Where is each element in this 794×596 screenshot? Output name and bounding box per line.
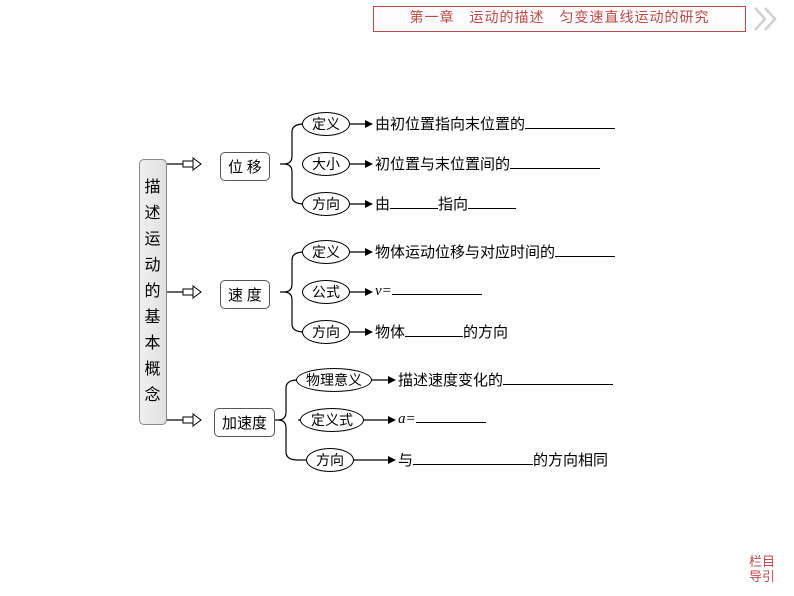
leaf-text-velocity-1: v=: [375, 281, 482, 300]
leaf-text-displacement-0: 由初位置指向末位置的: [375, 113, 615, 134]
leaf-text-velocity-0: 物体运动位移与对应时间的: [375, 241, 615, 262]
category-box-velocity: 速 度: [220, 280, 270, 309]
leaf-oval-acceleration-0: 物理意义: [296, 368, 372, 392]
category-box-displacement: 位 移: [220, 152, 270, 181]
leaf-oval-velocity-2: 方向: [302, 320, 350, 344]
leaf-text-velocity-2: 物体的方向: [375, 321, 508, 342]
category-box-acceleration: 加速度: [214, 408, 275, 437]
leaf-oval-acceleration-2: 方向: [306, 448, 354, 472]
leaf-oval-displacement-0: 定义: [302, 112, 350, 136]
leaf-text-acceleration-2: 与的方向相同: [398, 449, 608, 470]
leaf-oval-displacement-2: 方向: [302, 192, 350, 216]
leaf-text-acceleration-0: 描述速度变化的: [398, 369, 613, 390]
leaf-oval-velocity-1: 公式: [302, 280, 350, 304]
leaf-text-acceleration-1: a=: [398, 409, 486, 428]
leaf-oval-acceleration-1: 定义式: [300, 408, 364, 432]
leaf-oval-velocity-0: 定义: [302, 240, 350, 264]
leaf-text-displacement-1: 初位置与末位置间的: [375, 153, 600, 174]
leaf-oval-displacement-1: 大小: [302, 152, 350, 176]
leaf-text-displacement-2: 由指向: [375, 193, 516, 214]
